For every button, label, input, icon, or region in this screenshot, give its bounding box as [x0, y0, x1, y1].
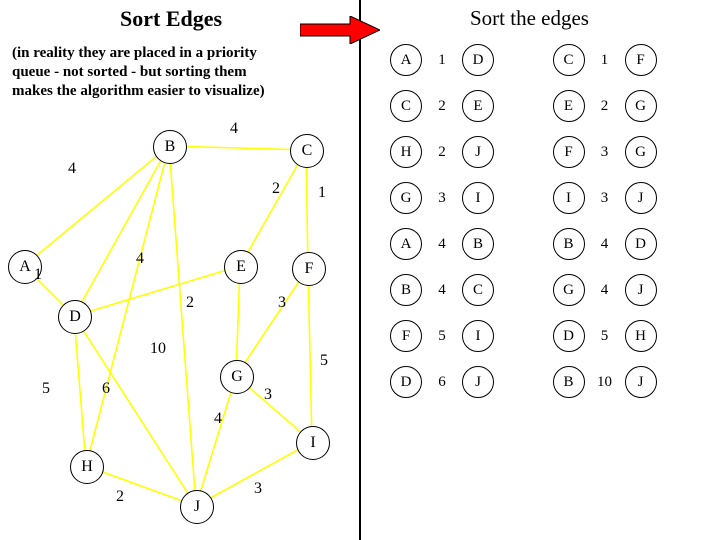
edge-weight: 3	[264, 386, 272, 404]
table-node: C	[462, 274, 494, 306]
table-weight: 6	[422, 374, 462, 391]
table-row: F5ID5H	[390, 320, 715, 352]
table-node: F	[625, 44, 657, 76]
table-node: G	[625, 90, 657, 122]
edge-weight: 4	[68, 160, 76, 178]
table-node: E	[462, 90, 494, 122]
table-node: A	[390, 44, 422, 76]
edge-weight: 2	[186, 294, 194, 312]
edge-weight: 2	[116, 488, 124, 506]
graph-node-j: J	[180, 490, 214, 524]
table-node: J	[625, 182, 657, 214]
table-row: A4BB4D	[390, 228, 715, 260]
table-row: C2EE2G	[390, 90, 715, 122]
edge-weight: 10	[150, 340, 166, 358]
graph-node-g: G	[220, 360, 254, 394]
graph-node-c: C	[290, 134, 324, 168]
graph-node-e: E	[224, 250, 258, 284]
table-weight: 2	[422, 98, 462, 115]
table-node: I	[462, 320, 494, 352]
table-weight: 4	[585, 282, 625, 299]
table-node: D	[625, 228, 657, 260]
table-node: J	[625, 366, 657, 398]
table-node: I	[462, 182, 494, 214]
edge-weight: 6	[102, 380, 110, 398]
table-node: G	[390, 182, 422, 214]
table-node: E	[553, 90, 585, 122]
table-row: H2J F3G	[390, 136, 715, 168]
edge-weight: 1	[318, 184, 326, 202]
table-row: A1DC1F	[390, 44, 715, 76]
table-weight: 3	[422, 190, 462, 207]
table-weight: 1	[585, 52, 625, 69]
table-node: B	[553, 228, 585, 260]
edge-weight: 3	[278, 294, 286, 312]
table-row: B4CG4J	[390, 274, 715, 306]
graph-edges	[0, 120, 360, 540]
table-node: D	[390, 366, 422, 398]
table-weight: 5	[585, 328, 625, 345]
edge-weight: 4	[230, 120, 238, 138]
table-weight: 10	[585, 374, 625, 391]
graph-node-h: H	[70, 450, 104, 484]
table-node: D	[553, 320, 585, 352]
table-node: G	[625, 136, 657, 168]
table-node: J	[462, 366, 494, 398]
table-weight: 5	[422, 328, 462, 345]
table-node: D	[462, 44, 494, 76]
table-row: G3II3J	[390, 182, 715, 214]
edge-weight: 5	[320, 352, 328, 370]
subtitle-text: (in reality they are placed in a priorit…	[12, 44, 265, 100]
table-weight: 2	[585, 98, 625, 115]
table-node: J	[462, 136, 494, 168]
table-node: J	[625, 274, 657, 306]
table-node: C	[390, 90, 422, 122]
table-node: H	[625, 320, 657, 352]
table-weight: 3	[585, 190, 625, 207]
edge-table: A1DC1FC2EE2GH2JF3GG3II3JA4BB4DB4CG4JF5ID…	[390, 44, 715, 412]
table-weight: 4	[422, 282, 462, 299]
table-node: F	[390, 320, 422, 352]
graph-node-f: F	[292, 252, 326, 286]
arrow-icon	[300, 16, 380, 44]
edge-weight: 4	[136, 250, 144, 268]
table-node: C	[553, 44, 585, 76]
right-title: Sort the edges	[470, 6, 589, 31]
edge-weight: 2	[272, 180, 280, 198]
left-title: Sort Edges	[120, 6, 222, 32]
table-weight: 3	[585, 144, 625, 161]
edge-weight: 3	[254, 480, 262, 498]
table-node: F	[553, 136, 585, 168]
table-node: B	[390, 274, 422, 306]
table-weight: 4	[585, 236, 625, 253]
table-node: B	[462, 228, 494, 260]
graph-node-b: B	[153, 130, 187, 164]
table-weight: 4	[422, 236, 462, 253]
graph-node-i: I	[296, 426, 330, 460]
graph-area: 41441021256353423ABCDEFGHIJ	[0, 120, 360, 540]
table-node: H	[390, 136, 422, 168]
edge-weight: 5	[42, 380, 50, 398]
table-node: G	[553, 274, 585, 306]
graph-node-d: D	[58, 300, 92, 334]
edge-weight: 4	[214, 410, 222, 428]
table-row: D6JB10J	[390, 366, 715, 398]
table-weight: 1	[422, 52, 462, 69]
table-node: I	[553, 182, 585, 214]
table-node: A	[390, 228, 422, 260]
table-node: B	[553, 366, 585, 398]
table-weight: 2	[422, 144, 462, 161]
edge-weight: 1	[34, 266, 42, 284]
